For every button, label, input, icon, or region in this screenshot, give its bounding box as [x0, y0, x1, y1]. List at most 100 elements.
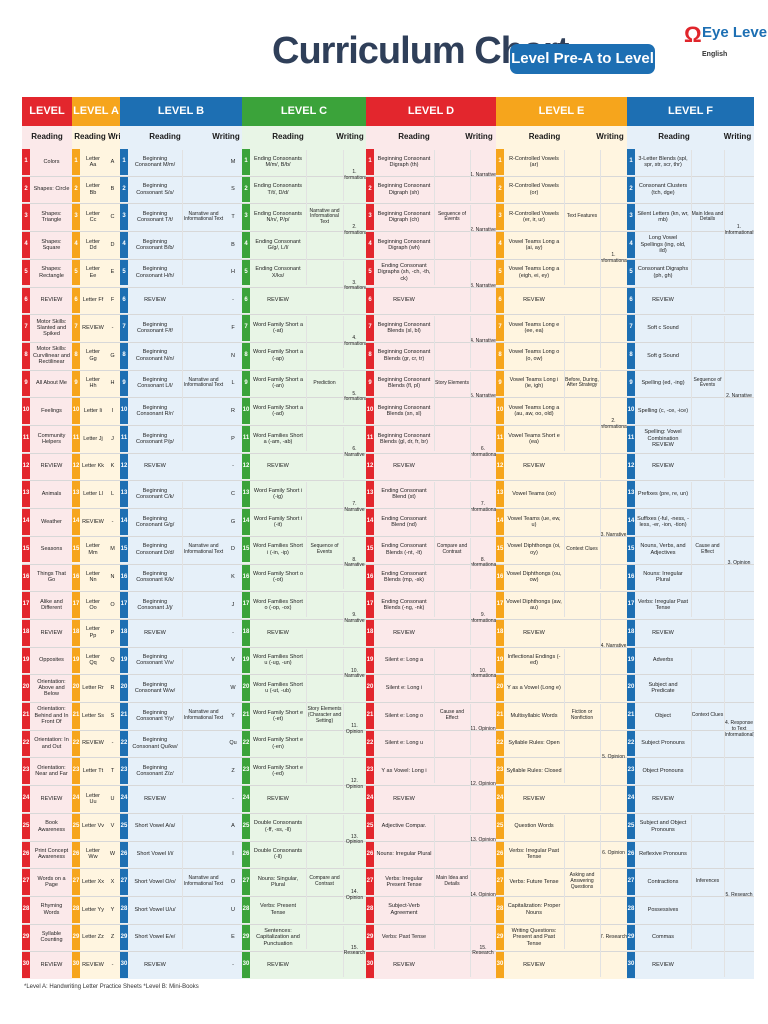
row-number: 5 — [496, 259, 504, 286]
row-number: 27 — [366, 869, 374, 895]
reading-header: Reading — [120, 126, 210, 148]
row-divider — [22, 258, 754, 260]
row-divider — [22, 757, 754, 759]
row-number: 25 — [72, 813, 80, 840]
row-number: 24 — [496, 786, 504, 812]
logo-subtitle: English — [702, 51, 728, 58]
row-number: 6 — [627, 287, 635, 314]
column-divider — [470, 150, 471, 202]
curriculum-cell: - — [232, 795, 234, 802]
curriculum-cell: Letter Tt — [82, 768, 104, 775]
column-divider — [343, 814, 344, 867]
row-number: 21 — [366, 703, 374, 729]
writing-span: Main Idea and Details — [436, 875, 468, 888]
row-number: 22 — [22, 730, 30, 757]
column-divider — [343, 870, 344, 922]
column-divider — [343, 593, 344, 645]
curriculum-cell: REVIEW — [652, 961, 674, 968]
curriculum-cell: REVIEW — [652, 297, 674, 304]
row-number: 16 — [366, 564, 374, 591]
curriculum-cell: Y as a Vowel (Long e) — [507, 684, 561, 691]
curriculum-cell: REVIEW — [144, 795, 166, 802]
row-number: 4 — [366, 232, 374, 258]
row-number: 16 — [72, 564, 80, 591]
column-divider — [470, 537, 471, 590]
curriculum-cell: Nouns: Irregular Plural — [376, 851, 432, 858]
eye-level-logo: Ω Eye Level English — [684, 22, 768, 62]
row-number: 3 — [72, 204, 80, 231]
column-divider — [724, 814, 725, 977]
writing-span: Narrative and Informational Text — [183, 376, 224, 389]
row-divider — [22, 785, 754, 787]
writing-span: 2. Narrative — [726, 393, 752, 400]
curriculum-cell: U — [110, 795, 115, 802]
writing-span: 14. Opinion — [470, 892, 496, 898]
curriculum-cell: Letter Uu — [85, 792, 101, 805]
curriculum-cell: Spelling (ed, -ing) — [641, 380, 685, 387]
curriculum-cell: Soft c Sound — [647, 324, 679, 331]
row-number: 28 — [72, 896, 80, 923]
curriculum-cell: Short Vowel A/a/ — [134, 823, 176, 830]
curriculum-cell: REVIEW — [82, 518, 104, 525]
column-divider — [600, 814, 601, 894]
curriculum-cell: REVIEW — [144, 629, 166, 636]
column-divider — [470, 482, 471, 534]
row-number: 18 — [242, 619, 250, 646]
row-number: 26 — [72, 841, 80, 868]
row-number: 2 — [366, 176, 374, 203]
row-number: 3 — [366, 204, 374, 231]
curriculum-cell: Beginning Consonant Qu/kw/ — [132, 737, 178, 750]
writing-span: Context Clues — [691, 711, 724, 718]
row-number: 8 — [242, 342, 250, 369]
level-header: LEVEL D — [366, 97, 496, 126]
curriculum-cell: E — [231, 934, 235, 941]
curriculum-cell: Beginning Consonant Digraph (th) — [377, 155, 431, 168]
row-number: 23 — [22, 758, 30, 785]
row-number: 24 — [242, 786, 250, 812]
curriculum-cell: Letter Ww — [85, 848, 101, 861]
curriculum-cell: Subject and Predicate — [648, 681, 678, 695]
writing-span: 5. Research — [725, 892, 753, 899]
row-number: 5 — [627, 259, 635, 286]
row-number: 22 — [72, 730, 80, 757]
curriculum-cell: Shapes: Triangle — [41, 210, 62, 224]
row-number: 19 — [366, 647, 374, 674]
writing-span: Before, During, After Strategy — [565, 376, 599, 389]
curriculum-cell: REVIEW — [267, 795, 289, 802]
curriculum-cell: C — [231, 491, 235, 498]
curriculum-cell: Beginning Consonant C/k/ — [136, 487, 174, 501]
row-number: 4 — [496, 232, 504, 258]
writing-span: 12. Opinion — [470, 781, 496, 788]
row-divider — [22, 231, 754, 233]
curriculum-cell: Silent Letters (kn, wr, mb) — [637, 210, 689, 224]
writing-span: 9. Narrative — [344, 612, 365, 624]
row-number: 7 — [22, 315, 30, 341]
column-divider — [470, 814, 471, 867]
row-number: 29 — [242, 924, 250, 951]
curriculum-cell: REVIEW — [82, 324, 104, 331]
curriculum-cell: Word Families Short u (-ut, -ub) — [253, 681, 303, 695]
row-number: 14 — [72, 509, 80, 535]
row-number: 6 — [496, 287, 504, 314]
column-divider — [470, 704, 471, 756]
row-number: 29 — [72, 924, 80, 951]
row-number: 4 — [72, 232, 80, 258]
curriculum-cell: REVIEW — [267, 961, 289, 968]
writing-header: Writing — [721, 126, 754, 148]
reading-header: Reading — [242, 126, 334, 148]
curriculum-cell: - — [232, 463, 234, 470]
writing-span: 5. Narrative — [470, 393, 496, 400]
row-number: 17 — [72, 592, 80, 618]
row-divider — [22, 563, 754, 565]
curriculum-cell: S — [231, 186, 235, 193]
curriculum-cell: F — [231, 324, 235, 331]
curriculum-cell: K — [231, 574, 235, 581]
column-divider — [343, 482, 344, 534]
curriculum-cell: Orientation: Above and Below — [37, 678, 66, 698]
curriculum-cell: Silent e: Long i — [385, 684, 423, 691]
level-header: LEVEL A — [72, 97, 120, 126]
level-header: LEVEL F — [627, 97, 754, 126]
writing-span: 15. Research — [343, 944, 366, 957]
curriculum-cell: Verbs: Present Tense — [259, 903, 297, 916]
row-number: 21 — [120, 703, 128, 729]
